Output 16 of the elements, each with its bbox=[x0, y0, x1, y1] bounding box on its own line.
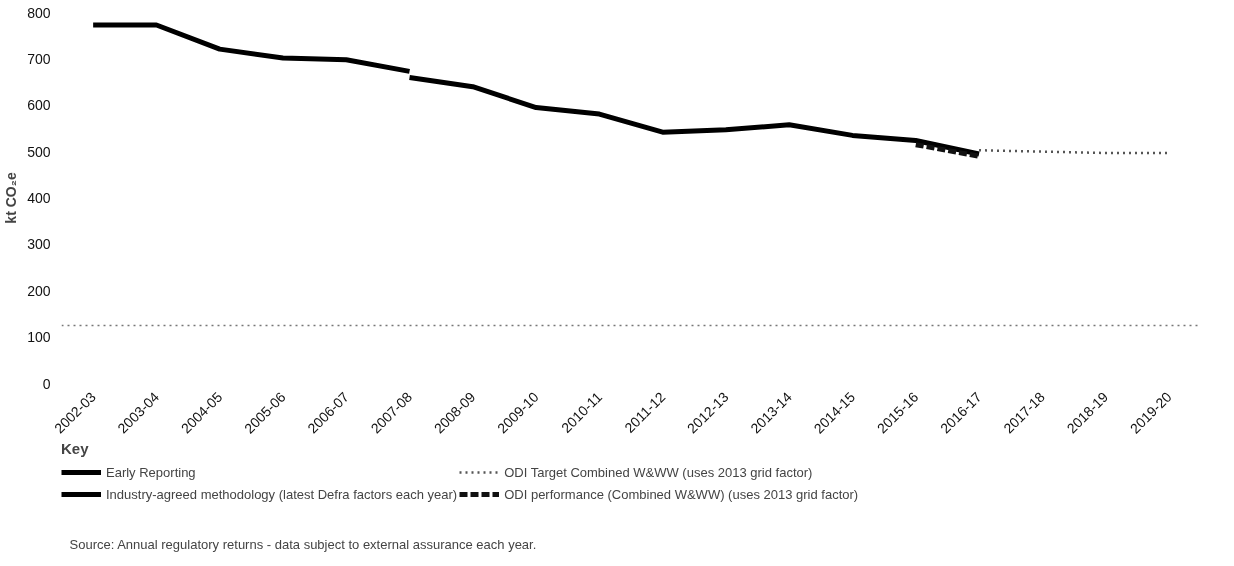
y-tick-label: 700 bbox=[27, 50, 51, 67]
y-tick-label: 200 bbox=[27, 282, 51, 299]
y-tick-label: 300 bbox=[27, 236, 51, 253]
y-tick-label: 100 bbox=[27, 329, 51, 346]
y-tick-label: 600 bbox=[27, 97, 51, 114]
y-tick-label: 0 bbox=[42, 375, 51, 392]
legend-label: ODI performance (Combined W&WW) (uses 2013 grid factor) bbox=[504, 486, 859, 502]
y-tick-label: 400 bbox=[27, 190, 51, 206]
legend-title: Key bbox=[61, 440, 90, 457]
y-tick-label: 800 bbox=[27, 4, 51, 21]
source-note: Source: Annual regulatory returns - data subject to external assurance each year. bbox=[69, 536, 537, 552]
legend-label: ODI Target Combined W&WW (uses 2013 grid factor) bbox=[504, 464, 813, 480]
legend-label: Industry-agreed methodology (latest Defra factors each year) bbox=[106, 486, 458, 502]
legend-label: Early Reporting bbox=[106, 464, 196, 480]
y-axis-title: kt CO₂e bbox=[3, 172, 20, 224]
y-tick-label: 500 bbox=[27, 143, 51, 160]
